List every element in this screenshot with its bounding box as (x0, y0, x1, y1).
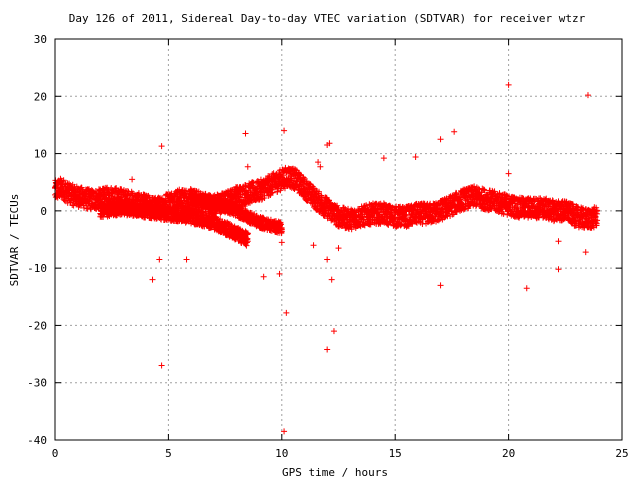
data-point (318, 193, 325, 200)
data-point (70, 184, 77, 191)
data-point (250, 179, 257, 186)
data-point (315, 188, 322, 195)
data-point (348, 206, 355, 213)
data-point (269, 189, 276, 196)
data-point (183, 187, 190, 194)
data-point (60, 177, 67, 184)
chart-title: Day 126 of 2011, Sidereal Day-to-day VTE… (69, 12, 586, 25)
data-points (52, 81, 601, 435)
data-point (88, 195, 95, 202)
data-point (78, 184, 85, 191)
